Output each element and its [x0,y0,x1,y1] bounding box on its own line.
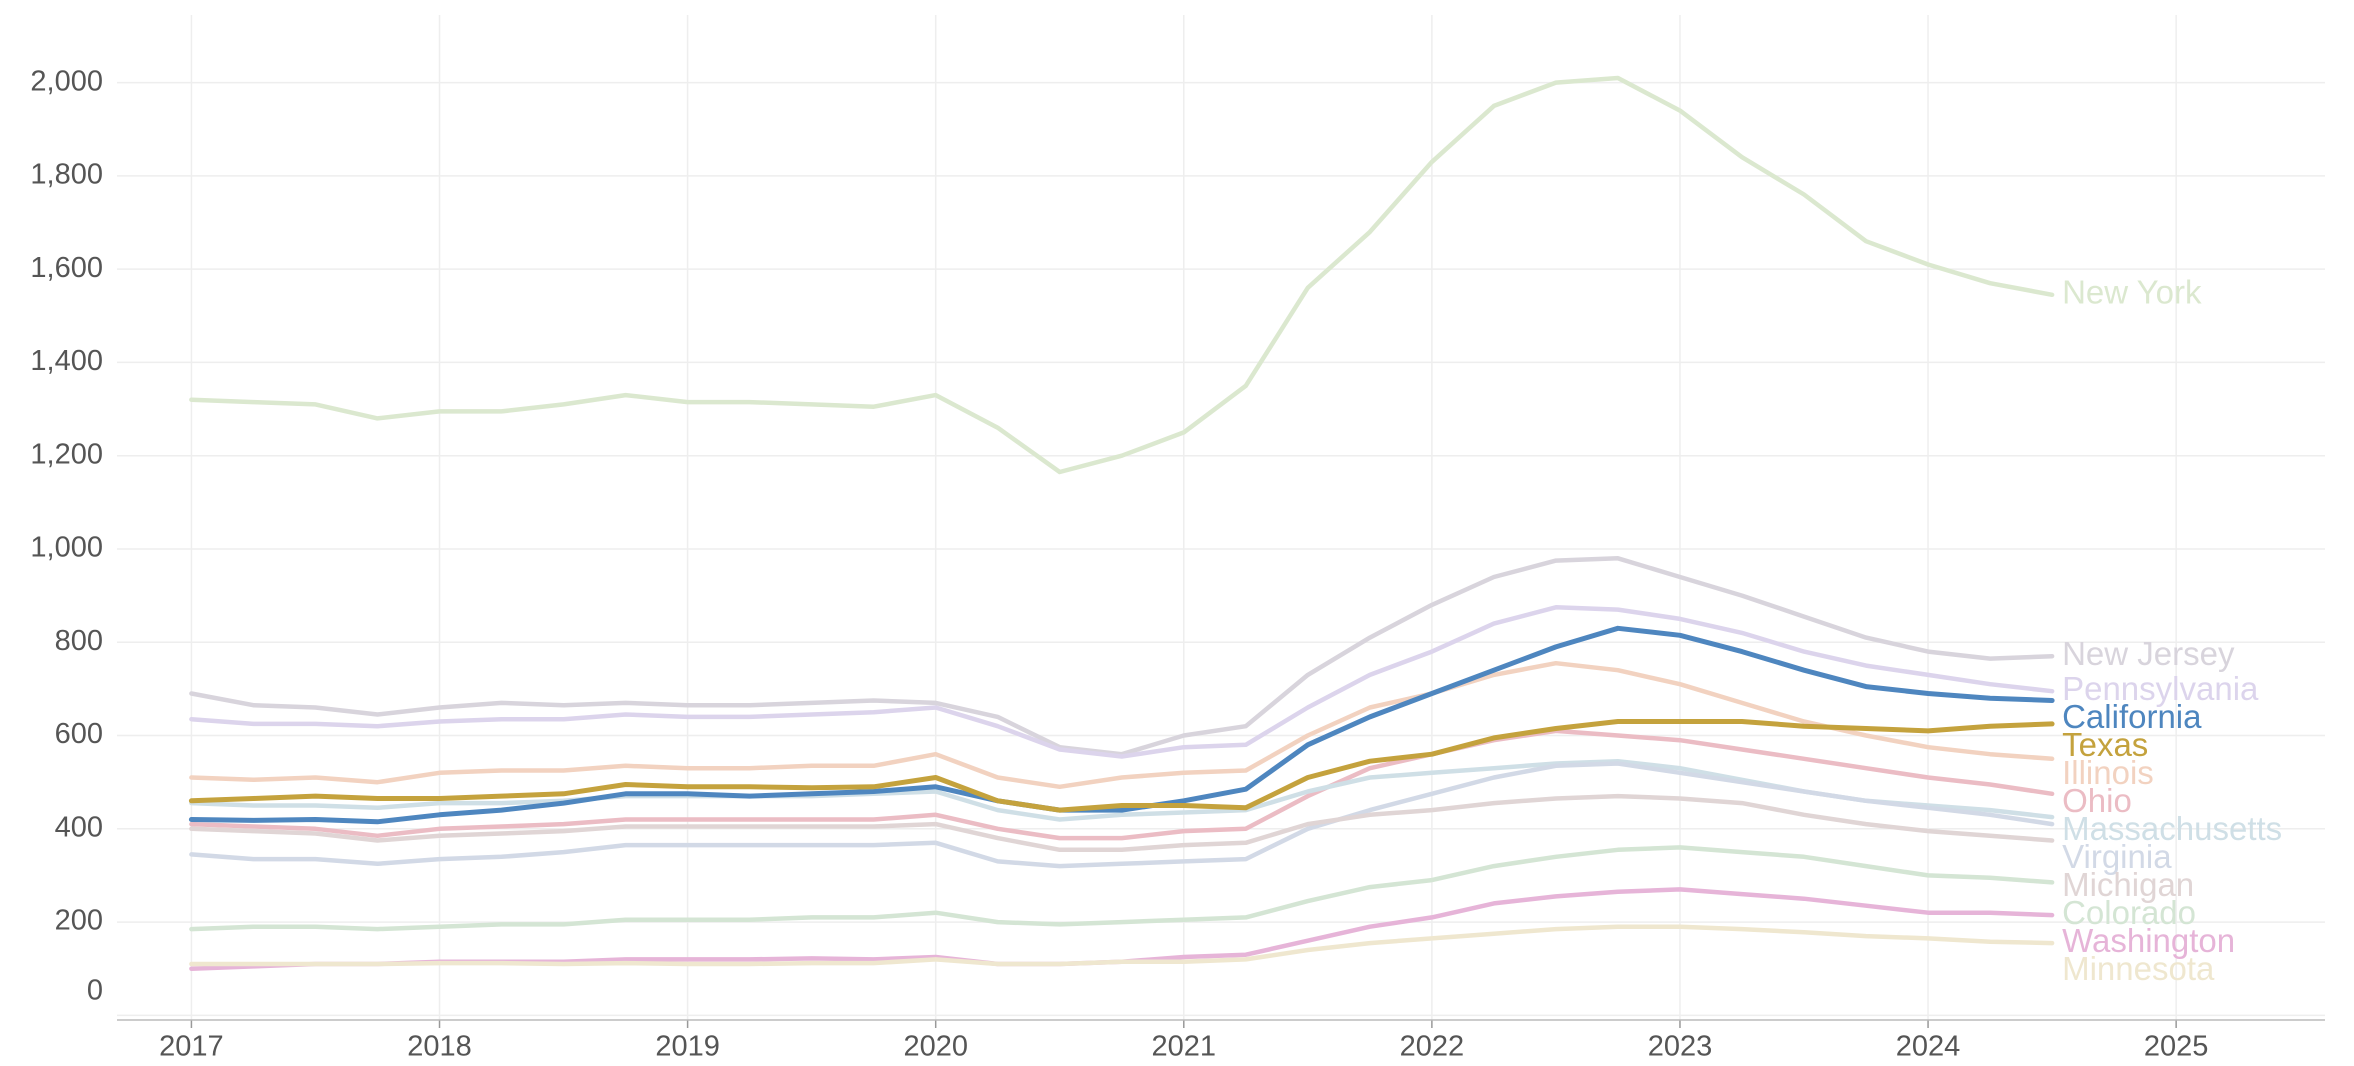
x-tick-label: 2021 [1152,1031,1217,1063]
x-tick-label: 2019 [655,1031,720,1063]
series-label: Michigan [2062,866,2194,903]
y-tick-label: 400 [55,811,103,843]
series-label: Illinois [2062,754,2154,791]
series-label: Minnesota [2062,950,2215,987]
series-line [189,556,2055,757]
series-line [189,761,2055,869]
series-line [189,75,2055,475]
series-label: Texas [2062,726,2148,763]
series-label: Colorado [2062,894,2196,931]
series-label: Virginia [2062,838,2172,875]
x-tick-label: 2018 [407,1031,472,1063]
y-tick-label: 1,200 [30,438,103,470]
x-tick-label: 2023 [1648,1031,1713,1063]
series-label: California [2062,698,2202,735]
series-line [189,793,2055,853]
y-tick-label: 600 [55,718,103,750]
series-line [189,728,2055,841]
y-tick-label: 200 [55,905,103,937]
y-tick-label: 1,800 [30,159,103,191]
x-tick-label: 2025 [2144,1031,2209,1063]
x-tick-label: 2020 [903,1031,968,1063]
series-line [188,719,2055,813]
series-line [189,758,2055,822]
series-line [188,625,2055,825]
series-line [189,924,2055,967]
y-tick-label: 0 [87,975,103,1007]
series-label: Pennsylvania [2062,670,2259,707]
y-tick-label: 800 [55,625,103,657]
x-tick-label: 2024 [1896,1031,1961,1063]
series-line [189,660,2055,790]
series-label: Massachusetts [2062,810,2282,847]
series-line [189,605,2055,759]
series-label: Ohio [2062,782,2132,819]
y-tick-label: 1,400 [30,345,103,377]
y-tick-label: 2,000 [30,65,103,97]
series-label: New York [2062,274,2202,311]
x-tick-label: 2022 [1400,1031,1465,1063]
series-label: New Jersey [2062,635,2235,672]
series-line [189,845,2055,932]
y-tick-label: 1,600 [30,252,103,284]
y-tick-label: 1,000 [30,532,103,564]
x-tick-label: 2017 [159,1031,224,1063]
series-label: Washington [2062,922,2235,959]
